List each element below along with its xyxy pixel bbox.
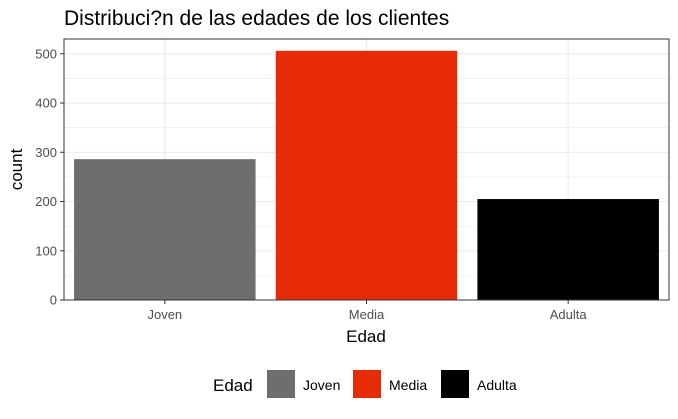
y-axis-title: count	[7, 148, 26, 190]
legend: Edad Joven Media Adulta	[213, 370, 517, 398]
y-tick-label: 300	[35, 145, 57, 160]
y-tick-label: 500	[35, 46, 57, 61]
legend-label: Media	[389, 377, 427, 393]
y-tick-label: 100	[35, 243, 57, 258]
x-tick-label: Joven	[147, 307, 182, 322]
x-axis: Joven Media Adulta	[147, 300, 587, 322]
x-tick-label: Adulta	[550, 307, 588, 322]
legend-items: Joven Media Adulta	[267, 370, 517, 398]
chart-title: Distribuci?n de las edades de los client…	[64, 7, 449, 30]
plot-panel	[63, 38, 670, 301]
y-axis: 0 100 200 300 400 500	[35, 46, 64, 308]
bar-adulta	[477, 199, 659, 300]
x-tick-label: Media	[349, 307, 385, 322]
legend-key-adulta	[441, 370, 469, 398]
legend-key-media	[353, 370, 381, 398]
bar-joven	[74, 159, 256, 300]
bar-media	[275, 50, 458, 301]
y-tick-label: 200	[35, 194, 57, 209]
bars	[74, 50, 659, 301]
legend-label: Adulta	[477, 377, 517, 393]
legend-label: Joven	[303, 377, 340, 393]
legend-title: Edad	[213, 376, 253, 395]
y-tick-label: 0	[50, 293, 57, 308]
legend-key-joven	[267, 370, 295, 398]
x-axis-title: Edad	[346, 327, 386, 346]
y-tick-label: 400	[35, 96, 57, 111]
